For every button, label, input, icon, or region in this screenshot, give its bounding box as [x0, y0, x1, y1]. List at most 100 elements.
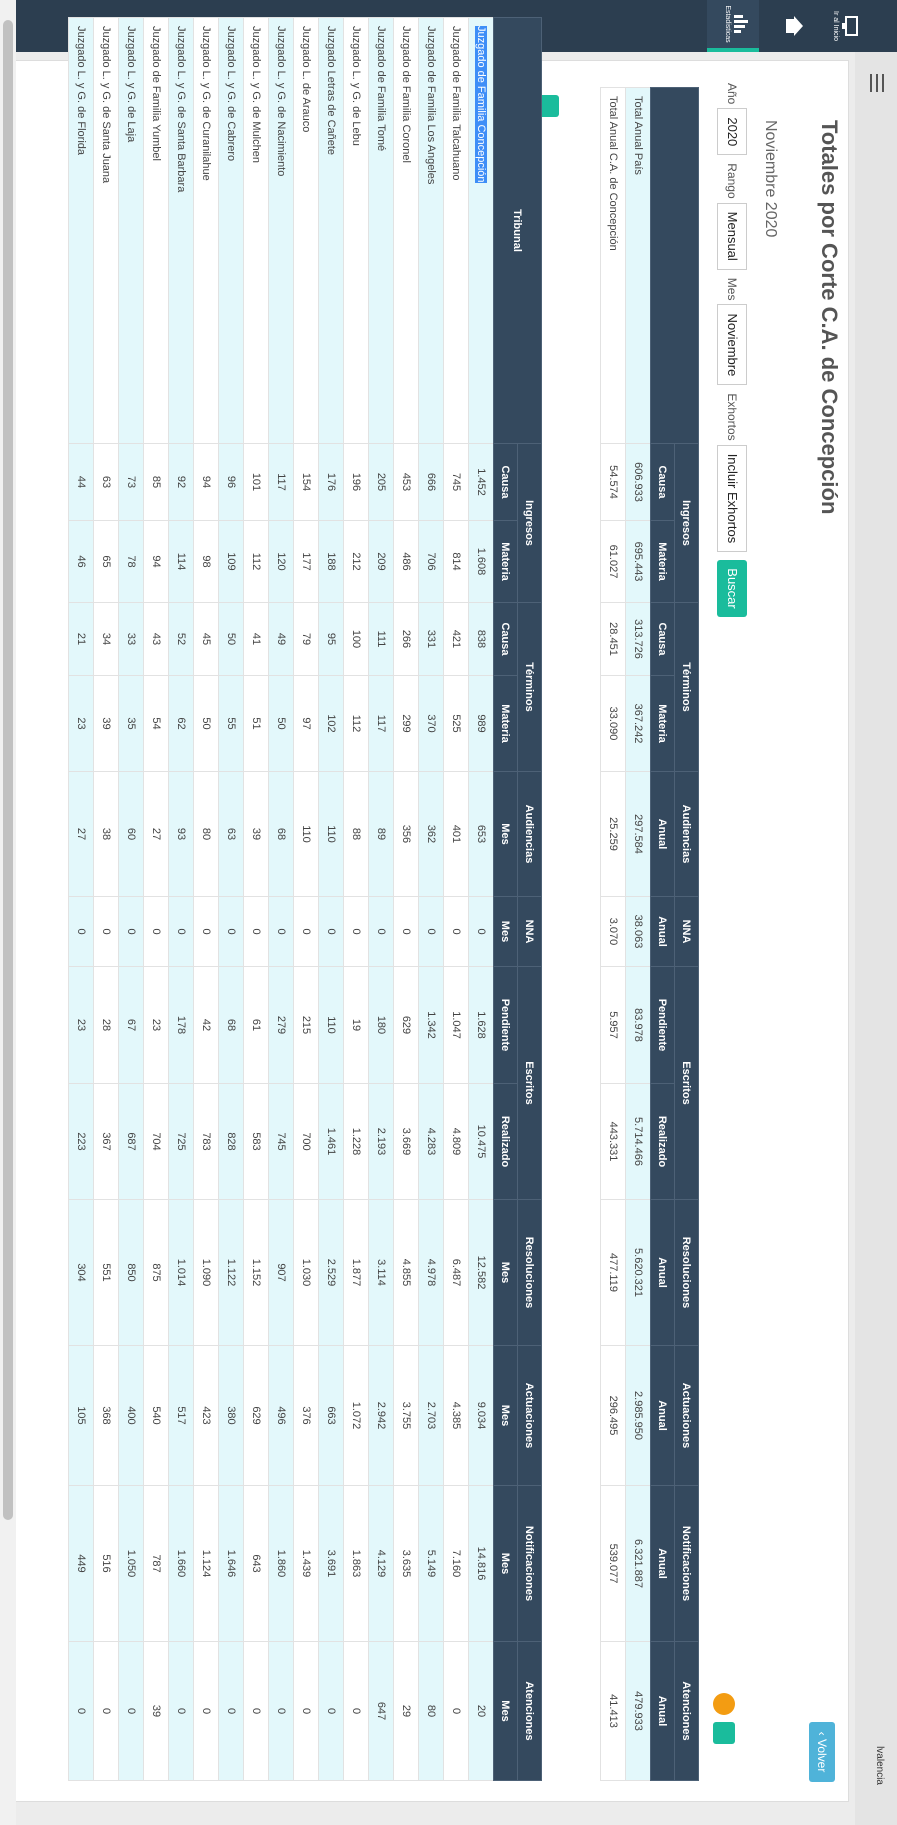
- subheader: Realizado: [650, 1083, 675, 1200]
- cell-value: 297.584: [632, 814, 644, 854]
- nav-house[interactable]: [761, 0, 813, 52]
- filter-select[interactable]: Incluir Exhortos: [717, 444, 747, 553]
- cell-value: 2.703: [425, 1401, 437, 1430]
- search-button[interactable]: Buscar: [717, 560, 747, 617]
- cell: 83.978: [625, 966, 651, 1084]
- scrollbar[interactable]: [0, 0, 16, 1825]
- row: Juzgado L. y G. de Florida 44 46 21 23 27 0 23 2…: [68, 17, 94, 1781]
- cell: 111: [368, 602, 394, 676]
- cell-value: 0: [225, 928, 237, 935]
- menu-icon[interactable]: [869, 74, 885, 92]
- cell: 1.863: [343, 1485, 369, 1642]
- cell: 0: [68, 896, 94, 967]
- cell-value: 98: [200, 555, 212, 568]
- cell-value: 212: [350, 552, 362, 571]
- cell-value: 1.124: [200, 1549, 212, 1578]
- cell: 41.413: [600, 1641, 626, 1781]
- row-label: Juzgado Letras de Cañete: [325, 26, 337, 156]
- cell-value: 41.413: [607, 1694, 619, 1728]
- cell: 1.050: [118, 1485, 144, 1642]
- tribunal-cell: Juzgado L. y G. de Florida: [68, 17, 94, 444]
- cell: 423: [193, 1345, 219, 1486]
- summary-table: Ingresos Términos Audiencias NNA Escritos Res…: [600, 87, 699, 1781]
- cell-value: 479.933: [632, 1691, 644, 1731]
- cell: 5.620.321: [625, 1199, 651, 1346]
- cell-value: 39: [100, 717, 112, 730]
- subheader: Mes: [493, 896, 518, 967]
- cell-value: 21: [75, 632, 87, 646]
- cell-value: 1.863: [350, 1549, 362, 1578]
- cell: 41: [243, 602, 269, 676]
- row-label: Total Anual C.A. de Concepción: [607, 96, 619, 251]
- cell: 706: [418, 520, 444, 603]
- back-button[interactable]: ‹ Volver: [809, 1722, 835, 1782]
- cell-value: 92: [175, 475, 187, 489]
- row-label: Juzgado de Familia Los Angeles: [425, 26, 437, 185]
- cell: 33.090: [600, 675, 626, 772]
- cell-value: 0: [150, 928, 162, 935]
- group-header: Actuaciones: [674, 1345, 699, 1486]
- cell: 38: [93, 771, 119, 897]
- cell: 1.228: [343, 1083, 369, 1200]
- scroll-thumb[interactable]: [3, 20, 13, 1520]
- username[interactable]: lvalencia: [874, 1746, 885, 1785]
- cell: 850: [118, 1199, 144, 1346]
- cell: 176: [318, 443, 344, 521]
- cell-value: 477.119: [607, 1253, 619, 1292]
- cell: 80: [418, 1641, 444, 1781]
- cell-value: 421: [450, 629, 462, 649]
- cell: 50: [268, 675, 294, 772]
- subheader: Realizado: [493, 1083, 518, 1200]
- cell: 783: [193, 1083, 219, 1200]
- cell-value: 4.809: [450, 1127, 462, 1156]
- tribunal-cell: Juzgado L. y G. de Lebu: [343, 17, 369, 444]
- group-header: Notificaciones: [517, 1485, 542, 1642]
- row-label: Juzgado L. y G. de Cabrero: [225, 26, 237, 162]
- topbar: lvalencia: [855, 52, 897, 1825]
- filter-select[interactable]: Mensual: [717, 202, 747, 270]
- group-header: NNA: [674, 896, 699, 967]
- excel-icon[interactable]: [713, 1722, 735, 1744]
- row-label: Total Anual País: [632, 96, 644, 175]
- cell: 787: [143, 1485, 169, 1642]
- cell: 0: [118, 896, 144, 967]
- filter-select[interactable]: Noviembre: [717, 304, 747, 386]
- cell: 0: [193, 1641, 219, 1781]
- filter-select[interactable]: 2020: [717, 108, 747, 156]
- cell: 643: [243, 1485, 269, 1642]
- cell: 0: [218, 1641, 244, 1781]
- cell-value: 78: [125, 555, 137, 568]
- cell-value: 96: [225, 475, 237, 489]
- cell-value: 102: [325, 714, 337, 733]
- cell-value: 401: [450, 824, 462, 844]
- nav-home[interactable]: Ir al Inicio: [815, 0, 867, 52]
- cell-value: 0: [325, 928, 337, 935]
- subheader: Anual: [650, 1345, 675, 1486]
- cell: 1.461: [318, 1083, 344, 1200]
- tribunal-cell: Juzgado Letras de Cañete: [318, 17, 344, 444]
- cell-value: 0: [475, 928, 487, 935]
- cell: 0: [443, 896, 469, 967]
- tribunal-cell: Juzgado L. de Arauco: [293, 17, 319, 444]
- help-icon[interactable]: [713, 1693, 735, 1715]
- row: Juzgado L. y G. de Nacimiento 117 120 49 50 6…: [268, 17, 294, 1781]
- cell-value: 39: [150, 1704, 162, 1718]
- cell: 3.691: [318, 1485, 344, 1642]
- cell-value: 687: [125, 1132, 137, 1151]
- tribunal-cell: Juzgado de Familia Talcahuano: [443, 17, 469, 444]
- cell: 65: [93, 520, 119, 603]
- nav-stats[interactable]: Estadisticas: [707, 0, 759, 52]
- cell-value: 663: [325, 1406, 337, 1425]
- cell-value: 2.529: [325, 1258, 337, 1287]
- cell-value: 3.669: [400, 1127, 412, 1156]
- cell-value: 33: [125, 632, 137, 646]
- cell-value: 29: [400, 1704, 412, 1718]
- subheader: Mes: [493, 1199, 518, 1346]
- cell: 370: [418, 675, 444, 772]
- cell-value: 38: [100, 827, 112, 841]
- cell-value: 1.090: [200, 1258, 212, 1287]
- cell-value: 154: [300, 472, 312, 492]
- cell: 2.703: [418, 1345, 444, 1486]
- cell: 299: [393, 675, 419, 772]
- header-row: Ingresos Términos Audiencias NNA Escritos Res…: [650, 87, 699, 1781]
